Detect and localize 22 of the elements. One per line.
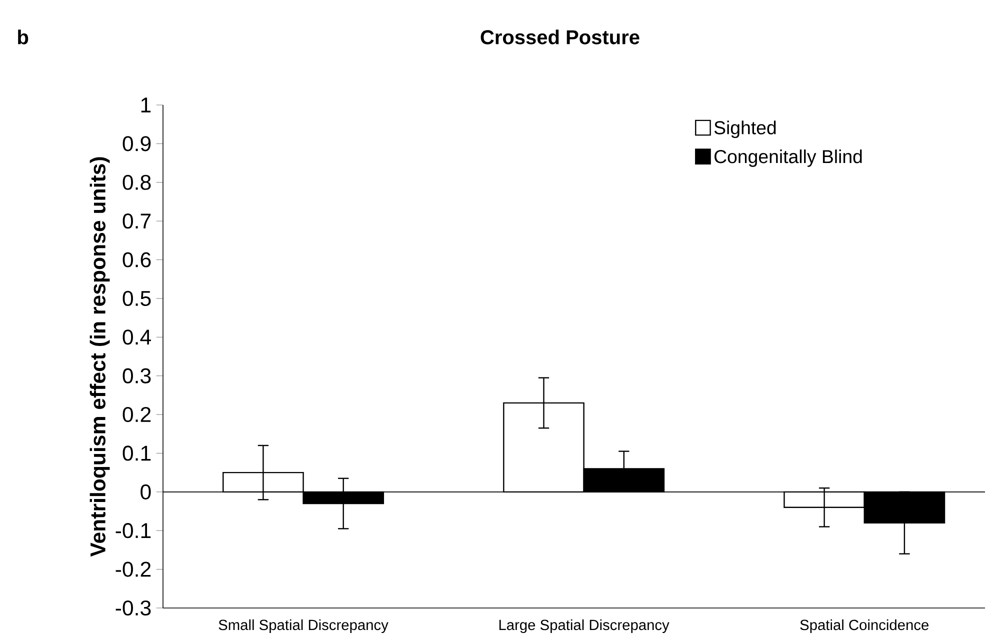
y-tick-label: 0.3	[122, 368, 151, 384]
y-axis-title: Ventriloquism effect (in response units)	[90, 156, 110, 556]
y-tick-label: 0.1	[122, 445, 151, 461]
y-tick-label: 0.2	[122, 406, 151, 422]
y-tick-label: 0.6	[122, 252, 151, 268]
y-tick-label: 0.9	[122, 136, 151, 151]
x-tick-label: Large Spatial Discrepancy	[499, 619, 670, 633]
x-tick-label: Small Spatial Discrepancy	[218, 619, 388, 633]
y-tick-label: -0.3	[116, 600, 151, 616]
y-tick-label: 1	[141, 97, 151, 112]
text: b	[18, 29, 28, 44]
y-tick-label: 0.4	[122, 329, 151, 344]
y-tick-label: 0.5	[122, 290, 151, 306]
legend-label: Sighted	[714, 120, 776, 138]
y-tick-label: -0.1	[116, 522, 151, 538]
legend-label: Congenitally Blind	[714, 149, 862, 167]
y-tick-label: -0.2	[116, 562, 151, 577]
chart-title: Crossed Posture	[480, 29, 640, 44]
y-tick-label: 0	[140, 484, 151, 500]
y-tick-label: 0.7	[122, 213, 151, 228]
x-tick-label: Spatial Coincidence	[800, 619, 928, 633]
y-tick-label: 0.8	[122, 174, 151, 190]
